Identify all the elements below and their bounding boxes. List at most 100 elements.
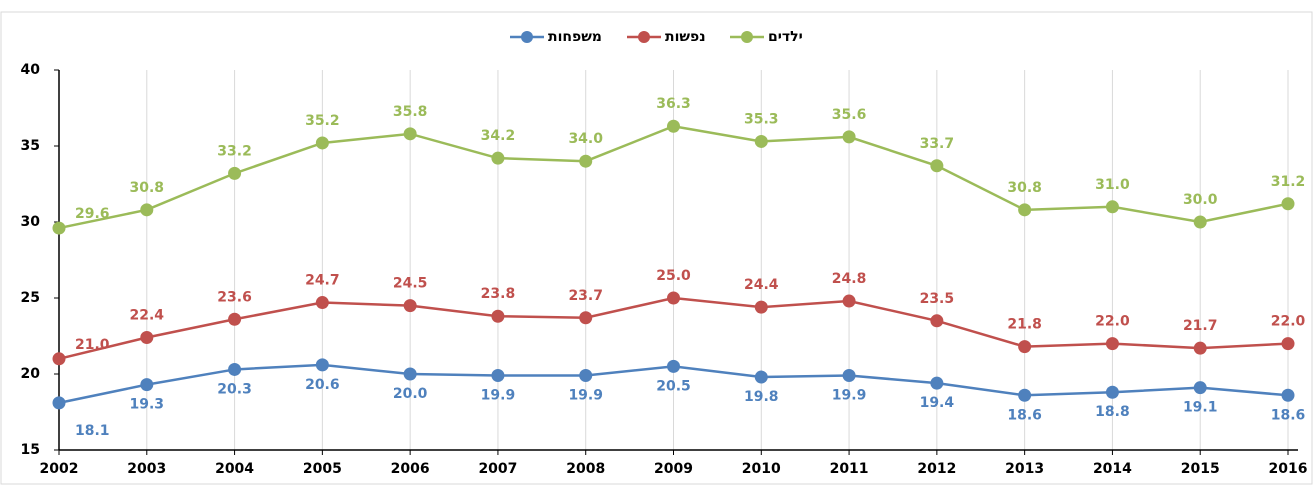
legend-label: ילדים (768, 29, 803, 45)
data-label: 19.1 (1183, 400, 1218, 416)
point (754, 300, 768, 314)
point (52, 352, 66, 366)
x-tick-label: 2005 (303, 461, 342, 477)
data-label: 18.6 (1271, 407, 1306, 423)
data-label: 34.0 (568, 131, 603, 147)
data-label: 25.0 (656, 268, 691, 284)
x-tick-label: 2008 (566, 461, 605, 477)
data-label: 19.8 (744, 389, 779, 405)
data-label: 30.0 (1183, 192, 1218, 208)
point (930, 314, 944, 328)
data-label: 33.2 (217, 143, 252, 159)
data-label: 19.4 (920, 395, 955, 411)
point (579, 154, 593, 168)
point (140, 331, 154, 345)
data-label: 31.2 (1271, 174, 1306, 190)
point (579, 311, 593, 325)
data-label: 22.0 (1271, 314, 1306, 330)
data-label: 31.0 (1095, 177, 1130, 193)
point (140, 203, 154, 217)
point (930, 376, 944, 390)
x-tick-label: 2004 (215, 461, 254, 477)
data-label: 18.6 (1007, 407, 1042, 423)
x-tick-label: 2013 (1005, 461, 1044, 477)
data-label: 29.6 (75, 206, 110, 222)
y-tick-label: 20 (21, 366, 41, 382)
y-tick-label: 25 (21, 290, 40, 306)
data-label: 36.3 (656, 96, 691, 112)
point (930, 159, 944, 173)
legend-label: משפחות (548, 29, 602, 45)
point (140, 378, 154, 392)
data-label: 21.7 (1183, 318, 1218, 334)
point (579, 369, 593, 383)
y-tick-label: 40 (21, 62, 41, 78)
data-label: 23.8 (481, 286, 516, 302)
x-tick-label: 2006 (391, 461, 430, 477)
point (1105, 385, 1119, 399)
data-label: 20.5 (656, 378, 691, 394)
data-label: 19.9 (481, 388, 516, 404)
point (842, 294, 856, 308)
point (1018, 388, 1032, 402)
x-tick-label: 2007 (478, 461, 517, 477)
point (1281, 197, 1295, 211)
point (1105, 337, 1119, 351)
x-tick-label: 2012 (917, 461, 956, 477)
point (1281, 337, 1295, 351)
point (403, 299, 417, 313)
data-label: 20.3 (217, 381, 252, 397)
data-label: 22.0 (1095, 314, 1130, 330)
data-label: 20.0 (393, 386, 428, 402)
data-label: 22.4 (130, 308, 165, 324)
data-label: 24.8 (832, 271, 867, 287)
data-label: 24.4 (744, 277, 779, 293)
point (228, 166, 242, 180)
point (842, 130, 856, 144)
point (491, 309, 505, 323)
point (667, 359, 680, 373)
data-label: 19.9 (832, 388, 867, 404)
point (315, 136, 329, 150)
y-tick-label: 15 (21, 442, 40, 458)
point (667, 119, 680, 133)
legend-marker (521, 31, 533, 43)
point (754, 134, 768, 148)
x-tick-label: 2011 (830, 461, 869, 477)
x-tick-label: 2003 (127, 461, 166, 477)
point (1281, 388, 1295, 402)
data-label: 18.8 (1095, 404, 1130, 420)
data-label: 35.3 (744, 111, 779, 127)
point (1193, 381, 1207, 395)
point (667, 291, 680, 305)
data-label: 24.5 (393, 276, 428, 292)
data-label: 33.7 (920, 136, 955, 152)
point (754, 370, 768, 384)
x-tick-label: 2010 (742, 461, 781, 477)
point (1018, 340, 1032, 354)
x-tick-label: 2014 (1093, 461, 1132, 477)
data-label: 23.7 (568, 288, 603, 304)
point (52, 396, 66, 410)
data-label: 19.9 (568, 388, 603, 404)
data-label: 35.6 (832, 107, 867, 123)
x-tick-label: 2002 (40, 461, 79, 477)
data-label: 35.2 (305, 113, 340, 129)
data-label: 34.2 (481, 128, 516, 144)
point (491, 369, 505, 383)
point (1193, 341, 1207, 355)
data-label: 24.7 (305, 273, 340, 289)
chart-frame (0, 11, 1313, 485)
legend-marker (638, 31, 650, 43)
x-tick-label: 2015 (1181, 461, 1220, 477)
legend-marker (741, 31, 753, 43)
point (315, 358, 329, 372)
point (228, 312, 242, 326)
data-label: 18.1 (75, 423, 110, 439)
point (1018, 203, 1032, 217)
data-label: 35.8 (393, 104, 428, 120)
y-tick-label: 30 (21, 214, 41, 230)
point (228, 362, 242, 376)
x-tick-label: 2009 (654, 461, 693, 477)
